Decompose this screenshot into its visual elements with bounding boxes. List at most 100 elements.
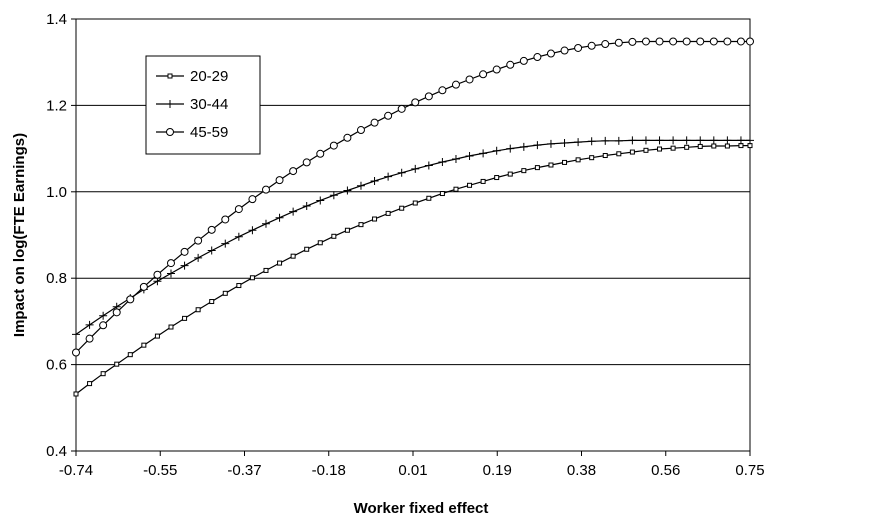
legend-label: 45-59 <box>190 124 228 141</box>
series-point-square <box>480 178 486 184</box>
series-point-square <box>87 381 93 387</box>
series-point-square <box>385 210 391 216</box>
series-point-plus <box>492 146 501 155</box>
series-point-circle <box>601 40 610 49</box>
series-point-square <box>562 159 568 165</box>
series-point-circle <box>302 158 311 167</box>
y-axis-ticks: 0.4 0.6 0.8 1.0 1.2 1.4 <box>46 11 76 460</box>
series-point-square <box>399 205 405 211</box>
y-axis-title: Impact on log(FTE Earnings) <box>11 133 28 337</box>
series-point-circle <box>451 80 460 89</box>
series-point-plus <box>709 136 718 145</box>
series-point-circle <box>112 308 121 317</box>
x-tick-label: -0.74 <box>59 462 93 479</box>
series-point-square <box>724 143 730 149</box>
series-point-circle <box>746 37 754 46</box>
series-point-circle <box>519 56 528 65</box>
series-point-plus <box>546 139 555 148</box>
series-point-square <box>467 182 473 188</box>
series-point-circle <box>85 334 94 343</box>
series-point-square <box>358 222 364 228</box>
series-point-plus <box>506 144 515 153</box>
series-point-square <box>249 275 255 281</box>
series-point-square <box>182 315 188 321</box>
series-point-plus <box>574 138 583 147</box>
series-point-plus <box>180 261 189 270</box>
series-point-plus <box>85 320 94 329</box>
series-point-plus <box>451 154 460 163</box>
series-point-circle <box>356 126 365 135</box>
series-point-square <box>521 168 527 174</box>
series-point-square <box>616 151 622 157</box>
series-point-square <box>141 342 147 348</box>
series-point-plus <box>746 136 754 145</box>
series-point-circle <box>682 37 691 46</box>
series-point-plus <box>221 239 230 248</box>
series-point-plus <box>166 100 174 108</box>
series-point-plus <box>438 157 447 166</box>
series-point-plus <box>248 226 257 235</box>
series-point-plus <box>601 136 610 145</box>
legend: 20-29 30-44 45-59 <box>145 55 261 155</box>
series-point-circle <box>397 104 406 113</box>
series-point-square <box>412 200 418 206</box>
y-tick-label: 0.4 <box>46 443 67 460</box>
x-axis-title: Worker fixed effect <box>354 500 489 517</box>
series-point-plus <box>329 191 338 200</box>
series-point-plus <box>166 269 175 278</box>
series-point-circle <box>506 60 515 69</box>
series-point-plus <box>356 181 365 190</box>
series-point-plus <box>275 213 284 222</box>
series-30-44 <box>72 136 754 339</box>
series-point-plus <box>302 202 311 211</box>
series-point-square <box>304 246 310 252</box>
series-point-square <box>317 240 323 246</box>
series-point-circle <box>261 185 270 194</box>
series-point-circle <box>709 37 718 46</box>
series-point-plus <box>261 219 270 228</box>
series-point-plus <box>234 232 243 241</box>
series-point-square <box>494 175 500 181</box>
series-point-plus <box>641 136 650 145</box>
series-point-square <box>657 146 663 152</box>
series-point-circle <box>465 75 474 84</box>
x-tick-label: 0.38 <box>567 462 596 479</box>
series-point-square <box>670 145 676 151</box>
y-tick-label: 0.6 <box>46 357 67 374</box>
series-point-circle <box>533 53 542 62</box>
x-tick-label: 0.19 <box>483 462 512 479</box>
series-point-square <box>643 147 649 153</box>
series-point-square <box>73 391 79 397</box>
series-point-square <box>439 191 445 197</box>
series-point-square <box>629 149 635 155</box>
series-point-circle <box>343 133 352 142</box>
series-point-plus <box>207 246 216 255</box>
legend-item: 45-59 <box>156 124 228 141</box>
y-tick-label: 1.0 <box>46 184 67 201</box>
series-point-circle <box>628 37 637 46</box>
series-point-circle <box>655 37 664 46</box>
series-point-square <box>711 143 717 149</box>
series-point-circle <box>248 195 257 204</box>
x-tick-label: 0.75 <box>735 462 764 479</box>
series-point-plus <box>194 253 203 262</box>
series-point-circle <box>669 37 678 46</box>
y-tick-label: 1.2 <box>46 97 67 114</box>
x-axis-ticks: -0.74 -0.55 -0.37 -0.18 0.01 0.19 0.38 0.56 0.75 <box>59 451 765 479</box>
series-point-plus <box>99 311 108 320</box>
legend-item: 30-44 <box>156 96 228 113</box>
series-point-square <box>426 195 432 201</box>
series-point-circle <box>696 37 705 46</box>
series-point-plus <box>72 330 80 339</box>
series-point-plus <box>424 161 433 170</box>
series-point-square <box>236 283 242 289</box>
series-point-plus <box>465 151 474 160</box>
series-point-plus <box>411 164 420 173</box>
series-point-plus <box>316 196 325 205</box>
series-point-circle <box>560 46 569 55</box>
legend-box <box>145 55 261 155</box>
series-point-circle <box>72 348 80 357</box>
series-point-square <box>344 227 350 233</box>
series-point-square <box>534 165 540 171</box>
